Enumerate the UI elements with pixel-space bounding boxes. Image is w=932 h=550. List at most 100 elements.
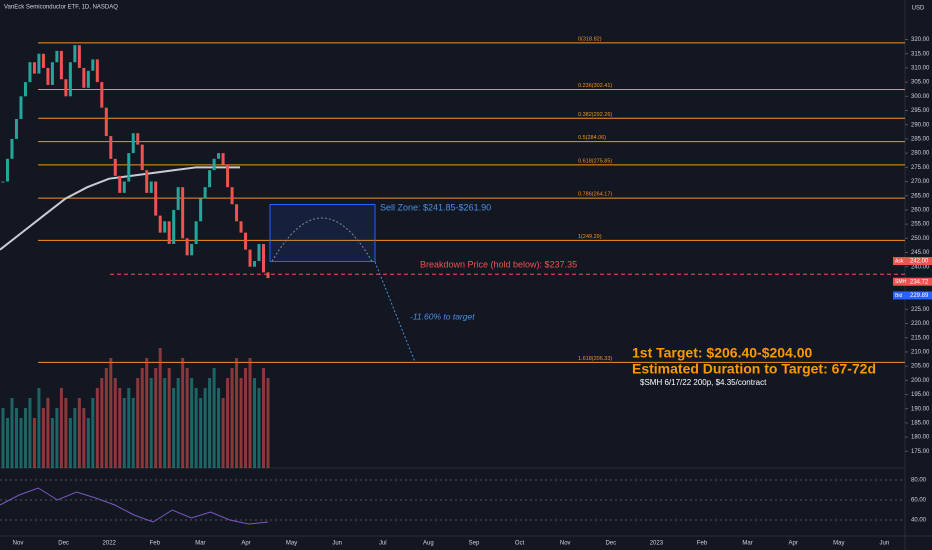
rsi-tick-label: 80.00 [911,478,927,484]
volume-bar [91,398,95,468]
y-tick-label: 225.00 [911,307,930,313]
volume-bar [185,368,189,468]
fib-label: 0.236(302.41) [578,83,612,89]
y-tick-label: 185.00 [911,420,930,426]
y-tick-label: 315.00 [911,51,930,57]
volume-bar [122,398,126,468]
candle [77,45,81,68]
candle [82,67,86,88]
volume-bar [136,378,140,468]
x-tick-label: May [286,541,297,547]
volume-bar [176,378,180,468]
volume-bar [32,418,36,468]
candle [104,107,108,137]
y-tick-label: 320.00 [911,37,930,43]
x-tick-label: Sep [469,541,480,547]
volume-bar [239,378,243,468]
price-badge [893,277,932,286]
volume-bar [109,358,113,468]
candle [185,238,189,256]
volume-bar [50,418,54,468]
candle [5,158,9,182]
volume-bar [212,368,216,468]
candle [172,209,176,244]
volume-bar [37,388,41,468]
y-tick-label: 205.00 [911,364,930,370]
volume-bar [100,378,104,468]
y-tick-label: 200.00 [911,378,930,384]
candle [266,272,270,279]
x-tick-label: Jun [332,541,342,547]
volume-bar [131,398,135,468]
chart-title: VanEck Semiconductor ETF, 1D, NASDAQ [4,5,118,11]
candle [41,53,45,68]
badge-label: 242.00 [910,259,929,265]
candle [14,119,18,139]
volume-bar [208,378,212,468]
candle [55,50,59,63]
volume-bar [244,368,248,468]
candle [158,215,162,233]
y-tick-label: 290.00 [911,122,930,128]
candle [64,79,68,97]
candle [208,170,212,188]
volume-bar [194,388,198,468]
volume-bar [217,388,221,468]
candle [10,138,14,159]
x-tick-label: Jun [880,541,890,547]
candle [32,62,36,74]
volume-bar [127,388,131,468]
y-tick-label: 180.00 [911,435,930,441]
y-tick-label: 250.00 [911,236,930,242]
fib-label: 1.618(206.33) [578,356,612,362]
candle [19,96,23,120]
volume-bar [172,388,176,468]
volume-bar [104,368,108,468]
candle [230,187,234,205]
x-tick-label: Mar [742,541,752,547]
x-tick-label: Mar [195,541,205,547]
x-tick-label: 2022 [103,541,117,547]
volume-bar [226,378,230,468]
target-move: -11.60% to target [410,311,475,321]
volume-bar [199,398,203,468]
candle [212,158,216,171]
y-tick-label: 300.00 [911,94,930,100]
volume-bar [68,418,72,468]
volume-bar [10,398,14,468]
volume-bar [190,378,194,468]
volume-bar [181,358,185,468]
y-tick-label: 190.00 [911,406,930,412]
y-tick-label: 270.00 [911,179,930,185]
candle [140,144,144,171]
candle [118,175,122,193]
y-tick-label: 260.00 [911,207,930,213]
candle [203,187,207,199]
volume-bar [23,408,27,468]
y-tick-label: 265.00 [911,193,930,199]
rsi-line [0,487,269,525]
volume-bar [41,408,45,468]
currency: USD [912,6,925,12]
candle [91,59,95,71]
candle [68,62,72,97]
y-tick-label: 305.00 [911,80,930,86]
sell-zone [269,204,376,262]
sell-arc [271,217,373,262]
y-tick-label: 295.00 [911,108,930,114]
volume-bar [82,408,86,468]
sell-zone-label: Sell Zone: $241.85-$261.90 [380,202,491,212]
fib-label: 0.618(275.85) [578,158,612,164]
x-tick-label: Aug [423,541,434,547]
price-badge [893,291,932,300]
volume-bar [154,368,158,468]
volume-bar [145,358,149,468]
volume-bar [19,418,23,468]
candle [194,221,198,244]
volume-bar [149,378,153,468]
volume-bar [253,378,257,468]
y-tick-label: 280.00 [911,151,930,157]
breakdown-label: Breakdown Price (hold below): $237.35 [420,260,577,270]
candle [109,136,113,159]
